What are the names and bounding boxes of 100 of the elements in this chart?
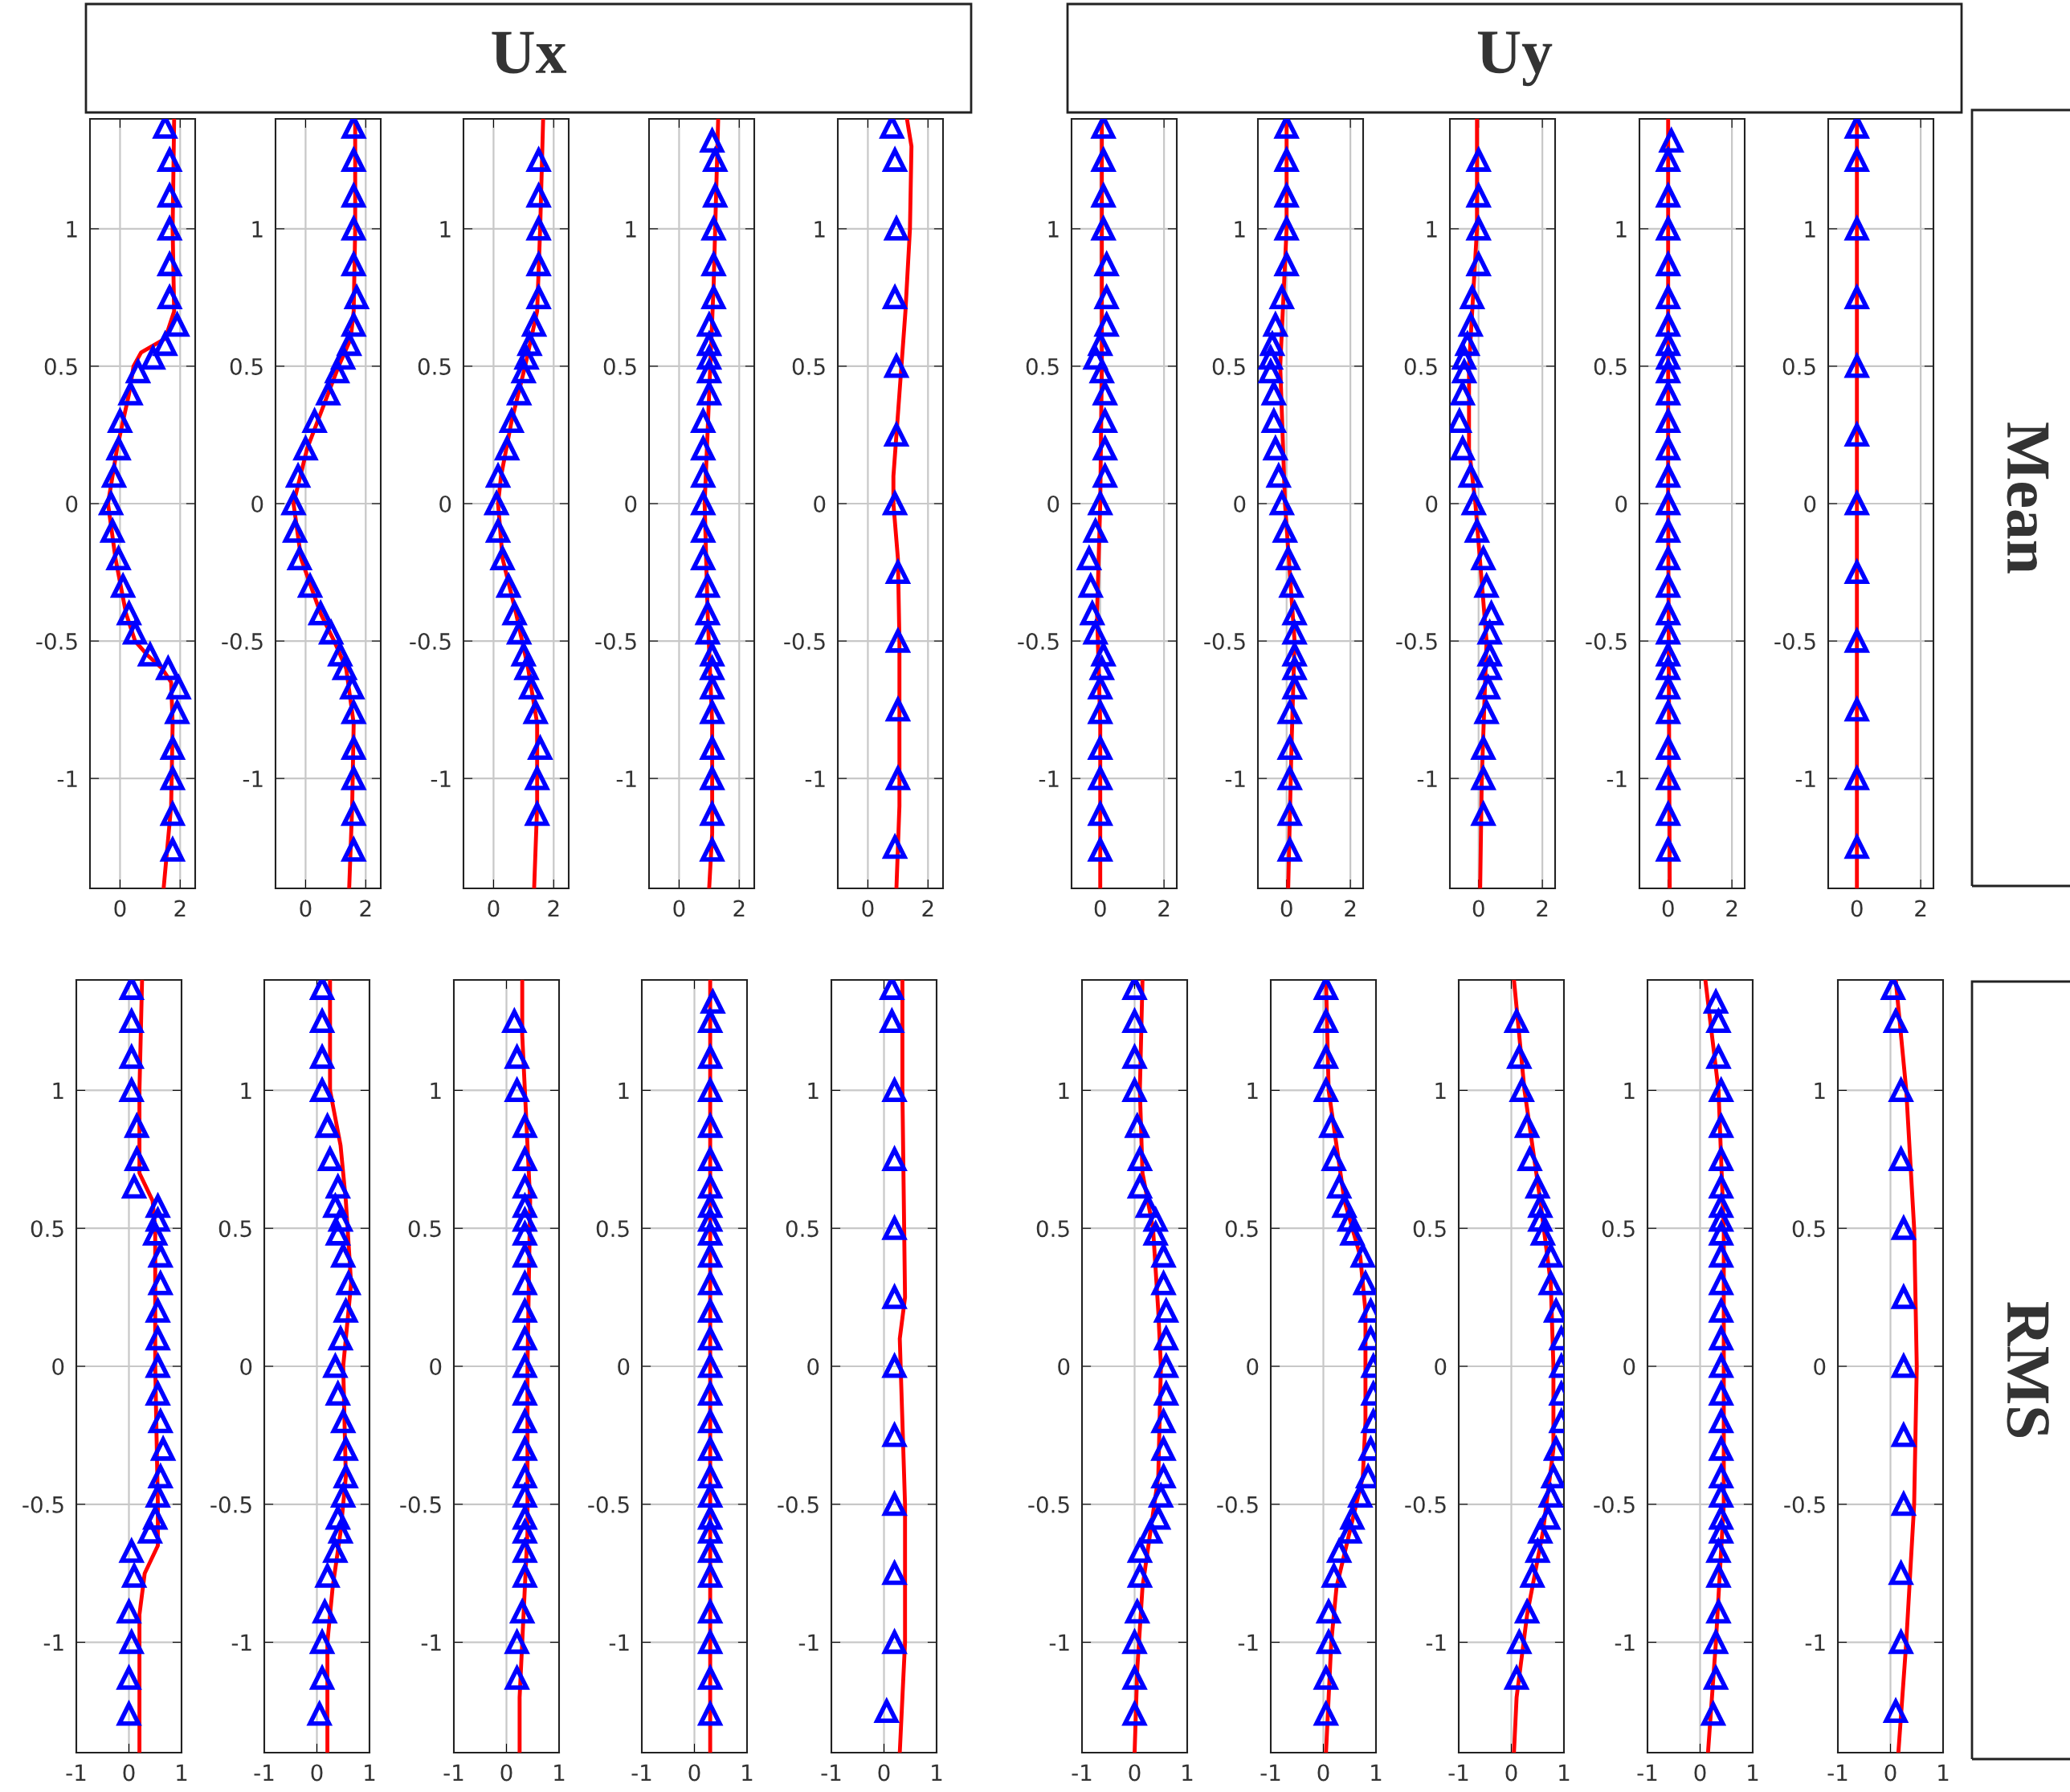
point (328, 643, 353, 667)
x-tick-label: -1 (1072, 1764, 1092, 1781)
x-tick-label: 1 (932, 1764, 942, 1781)
x-tick-label: 0 (1694, 1764, 1706, 1782)
y-tick-label: 1 (1805, 221, 1815, 238)
y-tick-label: 0 (1234, 495, 1246, 512)
y-tick-label: -1 (1417, 770, 1437, 787)
text: Mean (2007, 422, 2049, 574)
x-tick-label: 0 (1662, 900, 1674, 917)
x-tick-label: 0 (311, 1764, 323, 1782)
x-tick-label: 1 (554, 1764, 565, 1781)
y-tick-label: 0.5 (1594, 357, 1627, 375)
y-tick-label: 1 (626, 221, 636, 238)
x-tick-label: 1 (1938, 1764, 1949, 1781)
y-tick-label: -0.5 (22, 1496, 63, 1513)
point (322, 1537, 349, 1563)
x-tick-label: 1 (1182, 1764, 1193, 1781)
y-tick-label: -1 (1049, 1634, 1069, 1651)
x-tick-label: 0 (114, 900, 126, 917)
x-tick-label: 0 (300, 900, 312, 917)
y-tick-label: 0.5 (408, 1220, 441, 1238)
point (316, 382, 341, 406)
text: Ux (492, 31, 567, 74)
y-tick-label: 0 (1814, 1357, 1826, 1375)
x-tick-label: 1 (1748, 1764, 1758, 1781)
y-tick-label: 1 (431, 1082, 441, 1099)
y-tick-label: -1 (43, 1634, 63, 1651)
y-tick-label: 0.5 (418, 357, 451, 375)
y-tick-label: 0 (1435, 1357, 1447, 1375)
y-tick-label: 0 (1247, 1357, 1259, 1375)
y-tick-label: -0.5 (222, 633, 263, 651)
x-tick-label: 2 (360, 900, 371, 916)
y-tick-label: -1 (243, 770, 263, 787)
y-tick-label: -1 (1607, 770, 1627, 787)
y-tick-label: 0 (430, 1357, 442, 1375)
y-tick-label: -0.5 (1586, 633, 1627, 651)
y-tick-label: 1 (1059, 1082, 1069, 1099)
y-tick-label: 0.5 (1036, 1220, 1069, 1238)
y-tick-label: 0 (814, 495, 826, 512)
y-tick-label: -0.5 (1028, 1496, 1069, 1513)
y-tick-label: 0 (1426, 495, 1438, 512)
point (120, 1562, 148, 1588)
y-tick-label: -0.5 (778, 1496, 819, 1513)
y-tick-label: 0.5 (786, 1220, 819, 1238)
x-tick-label: 0 (1505, 1764, 1517, 1782)
y-tick-label: 1 (619, 1082, 629, 1099)
y-tick-label: 0.5 (792, 357, 825, 375)
y-tick-label: 1 (53, 1082, 63, 1099)
y-tick-label: -0.5 (1018, 633, 1059, 651)
y-tick-label: -0.5 (1774, 633, 1815, 651)
y-tick-label: 0.5 (31, 1220, 63, 1238)
y-tick-label: -0.5 (1396, 633, 1437, 651)
y-tick-label: 0.5 (1602, 1220, 1635, 1238)
y-tick-label: 1 (1435, 1082, 1446, 1099)
x-tick-label: 2 (548, 900, 559, 916)
y-tick-label: 0.5 (603, 357, 636, 375)
y-tick-label: -1 (616, 770, 636, 787)
y-tick-label: -1 (798, 1634, 819, 1651)
y-tick-label: -1 (1039, 770, 1059, 787)
point (1519, 1562, 1545, 1588)
x-tick-label: 0 (1851, 900, 1863, 917)
y-tick-label: 0 (618, 1357, 630, 1375)
y-tick-label: -0.5 (1594, 1496, 1635, 1513)
y-tick-label: -1 (1426, 1634, 1446, 1651)
x-tick-label: 0 (1884, 1764, 1896, 1782)
y-tick-label: -1 (421, 1634, 441, 1651)
y-tick-label: -0.5 (400, 1496, 441, 1513)
y-tick-label: 0 (240, 1357, 252, 1375)
y-tick-label: 0.5 (1212, 357, 1245, 375)
y-tick-label: 0 (807, 1357, 819, 1375)
y-tick-label: 0.5 (230, 357, 263, 375)
y-tick-label: 0 (625, 495, 637, 512)
y-tick-label: 1 (440, 221, 451, 238)
y-tick-label: -1 (609, 1634, 629, 1651)
x-tick-label: 0 (500, 1764, 512, 1782)
y-tick-label: 0.5 (1026, 357, 1059, 375)
x-tick-label: 2 (1158, 900, 1170, 916)
y-tick-label: 0.5 (1413, 1220, 1446, 1238)
y-tick-label: 0.5 (1782, 357, 1815, 375)
x-tick-label: 0 (1472, 900, 1484, 917)
point (513, 655, 540, 680)
y-tick-label: -1 (57, 770, 77, 787)
y-tick-label: -1 (1225, 770, 1245, 787)
x-tick-label: -1 (1827, 1764, 1847, 1781)
point (1705, 1562, 1732, 1588)
y-tick-label: 0 (66, 495, 78, 512)
x-tick-label: 1 (1371, 1764, 1382, 1781)
y-tick-label: 0.5 (596, 1220, 629, 1238)
y-tick-label: -0.5 (784, 633, 825, 651)
y-tick-label: 1 (1048, 221, 1059, 238)
y-tick-label: -0.5 (410, 633, 451, 651)
x-tick-label: 1 (1559, 1764, 1570, 1781)
y-tick-label: 0.5 (1225, 1220, 1258, 1238)
point (1321, 1562, 1347, 1588)
x-tick-label: 0 (878, 1764, 890, 1782)
y-tick-label: -0.5 (36, 633, 77, 651)
x-tick-label: 0 (1129, 1764, 1141, 1782)
x-tick-label: 0 (488, 900, 500, 917)
y-tick-label: 0 (1047, 495, 1059, 512)
point (314, 1562, 341, 1588)
